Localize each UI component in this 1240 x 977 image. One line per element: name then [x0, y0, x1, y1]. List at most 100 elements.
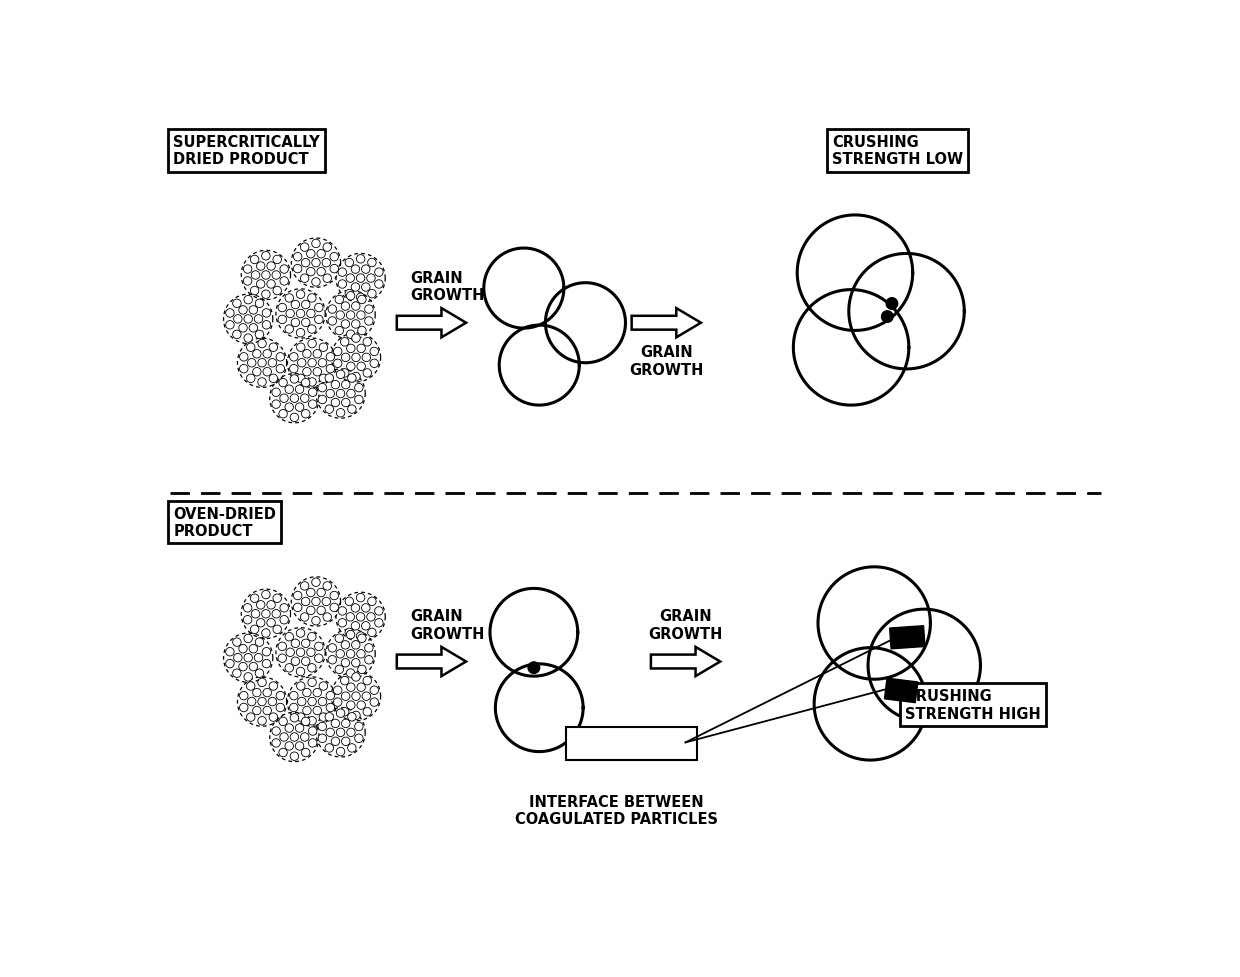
Circle shape: [294, 592, 301, 600]
Circle shape: [273, 287, 281, 295]
Circle shape: [300, 614, 309, 621]
Circle shape: [263, 350, 272, 359]
Circle shape: [291, 639, 300, 648]
Polygon shape: [884, 678, 918, 702]
Circle shape: [262, 648, 270, 657]
Circle shape: [295, 404, 304, 412]
Circle shape: [308, 717, 316, 725]
Circle shape: [280, 616, 289, 624]
Circle shape: [308, 664, 316, 672]
Circle shape: [253, 368, 262, 376]
Circle shape: [309, 389, 317, 397]
Text: OVEN-DRIED
PRODUCT: OVEN-DRIED PRODUCT: [174, 506, 277, 539]
Circle shape: [370, 348, 378, 357]
Circle shape: [357, 327, 366, 335]
Circle shape: [336, 409, 345, 417]
Circle shape: [363, 677, 372, 685]
Circle shape: [258, 360, 267, 367]
Circle shape: [370, 699, 378, 706]
Circle shape: [319, 396, 326, 404]
Circle shape: [312, 368, 321, 376]
Circle shape: [311, 598, 320, 606]
Circle shape: [326, 390, 335, 399]
Circle shape: [249, 645, 258, 654]
Circle shape: [306, 589, 315, 597]
Circle shape: [345, 598, 353, 606]
Circle shape: [267, 280, 275, 289]
Circle shape: [319, 375, 327, 383]
Circle shape: [248, 698, 255, 706]
Circle shape: [268, 698, 277, 706]
Circle shape: [351, 320, 360, 329]
Circle shape: [303, 368, 311, 376]
Polygon shape: [889, 626, 925, 649]
Circle shape: [357, 701, 366, 709]
Circle shape: [336, 729, 345, 737]
Circle shape: [352, 711, 361, 720]
Circle shape: [272, 401, 280, 409]
Circle shape: [255, 638, 264, 647]
Circle shape: [247, 375, 255, 383]
Circle shape: [290, 375, 299, 384]
Circle shape: [300, 275, 309, 283]
Circle shape: [294, 265, 301, 274]
Circle shape: [269, 375, 278, 383]
Circle shape: [286, 649, 294, 657]
Circle shape: [322, 259, 331, 268]
Circle shape: [269, 344, 278, 352]
Circle shape: [280, 277, 289, 286]
Circle shape: [263, 689, 272, 698]
Circle shape: [273, 625, 281, 634]
Circle shape: [308, 698, 316, 706]
Circle shape: [319, 360, 326, 367]
Circle shape: [362, 266, 370, 275]
Circle shape: [346, 669, 355, 678]
Circle shape: [357, 683, 366, 692]
Circle shape: [335, 296, 343, 305]
Circle shape: [301, 658, 310, 665]
Circle shape: [325, 713, 334, 721]
Circle shape: [356, 255, 365, 264]
Circle shape: [239, 307, 247, 315]
Circle shape: [250, 625, 259, 634]
Circle shape: [250, 256, 259, 265]
Circle shape: [374, 269, 383, 277]
Circle shape: [312, 350, 321, 359]
Circle shape: [247, 682, 255, 691]
Circle shape: [347, 701, 355, 709]
Circle shape: [295, 724, 304, 733]
Circle shape: [300, 582, 309, 590]
Circle shape: [257, 280, 265, 289]
Circle shape: [273, 594, 281, 603]
Circle shape: [319, 384, 326, 393]
Circle shape: [347, 713, 356, 721]
Circle shape: [368, 290, 376, 299]
Circle shape: [233, 638, 241, 647]
Circle shape: [347, 743, 356, 752]
Circle shape: [308, 294, 316, 303]
Circle shape: [308, 633, 316, 641]
Circle shape: [262, 310, 270, 318]
Circle shape: [252, 272, 260, 280]
Text: GRAIN
GROWTH: GRAIN GROWTH: [649, 609, 723, 641]
Circle shape: [339, 607, 346, 616]
Circle shape: [326, 729, 335, 737]
Circle shape: [355, 722, 363, 731]
Circle shape: [277, 365, 284, 373]
Circle shape: [244, 654, 253, 662]
Circle shape: [301, 301, 310, 310]
Circle shape: [334, 699, 342, 706]
Circle shape: [280, 604, 289, 613]
Circle shape: [269, 682, 278, 691]
Circle shape: [273, 256, 281, 265]
Circle shape: [374, 607, 383, 616]
Circle shape: [255, 669, 264, 678]
Circle shape: [233, 654, 242, 662]
Circle shape: [285, 386, 294, 394]
Circle shape: [295, 742, 304, 750]
Circle shape: [294, 604, 301, 612]
Circle shape: [263, 368, 272, 376]
Circle shape: [363, 338, 372, 347]
Circle shape: [347, 683, 355, 692]
Circle shape: [278, 304, 286, 313]
